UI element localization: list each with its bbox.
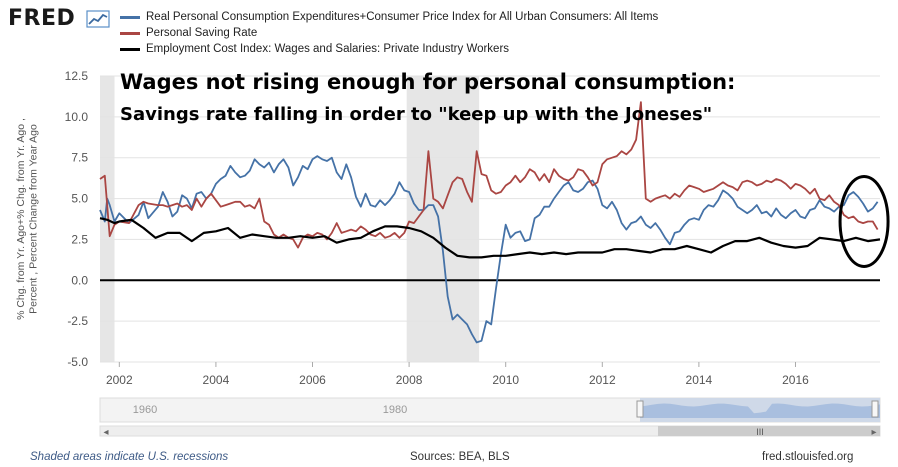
x-tick-label: 2006: [299, 373, 326, 387]
x-tick-label: 2016: [782, 373, 809, 387]
annotation-subline: Savings rate falling in order to "keep u…: [120, 104, 713, 125]
series-wages-line: [99, 217, 881, 259]
y-tick-label: 0.0: [71, 273, 88, 287]
scroll-left-arrow[interactable]: ◂: [103, 427, 108, 438]
y-tick-label: 10.0: [65, 110, 89, 124]
fred-logo: FRED: [8, 6, 76, 31]
legend-swatch: [120, 47, 140, 51]
scrollbar-thumb[interactable]: [658, 426, 880, 436]
x-tick-label: 2002: [106, 373, 133, 387]
annotation-ellipse: [838, 174, 890, 268]
legend-swatch: [120, 15, 140, 19]
navigator-right-handle[interactable]: [871, 400, 879, 418]
x-tick-label: 2004: [203, 373, 230, 387]
y-tick-label: 12.5: [65, 69, 89, 83]
sources-text: Sources: BEA, BLS: [410, 451, 510, 463]
x-tick-label: 2012: [589, 373, 616, 387]
x-tick-label: 2008: [396, 373, 423, 387]
legend-item-consumption[interactable]: Real Personal Consumption Expenditures+C…: [120, 9, 658, 25]
scrollbar-grip: III: [756, 427, 764, 437]
annotation-headline: Wages not rising enough for personal con…: [120, 70, 736, 94]
x-tick-label: 2010: [492, 373, 519, 387]
chart-legend: Real Personal Consumption Expenditures+C…: [120, 9, 658, 57]
y-tick-label: -5.0: [67, 355, 88, 369]
y-tick-label: 5.0: [71, 192, 88, 206]
navigator-series-area: [640, 403, 880, 418]
navigator-left-handle[interactable]: [636, 400, 644, 418]
series-saving-rate-line: [99, 101, 879, 249]
y-axis-label: % Chg. from Yr. Ago+% Chg. from Yr. Ago …: [15, 118, 40, 320]
recession-note: Shaded areas indicate U.S. recessions: [30, 451, 229, 463]
legend-swatch: [120, 31, 140, 35]
y-tick-label: 7.5: [71, 151, 88, 165]
site-link[interactable]: fred.stlouisfed.org: [762, 451, 854, 463]
navigator-tick-label: 1980: [383, 404, 407, 416]
navigator-tick-label: 1960: [133, 404, 157, 416]
recession-band: [406, 76, 480, 362]
legend-label: Employment Cost Index: Wages and Salarie…: [146, 43, 510, 55]
y-tick-label: 2.5: [71, 232, 88, 246]
legend-item-saving-rate[interactable]: Personal Saving Rate: [120, 25, 658, 41]
legend-label: Personal Saving Rate: [146, 27, 258, 39]
line-chart-icon: [86, 10, 110, 28]
scroll-right-arrow[interactable]: ▸: [871, 427, 876, 438]
y-tick-label: -2.5: [67, 314, 88, 328]
line-chart: -5.0 -2.5 0.0 2.5 5.0 7.5 10.0 12.5 2002 2004 2006…: [15, 69, 890, 438]
x-tick-label: 2014: [686, 373, 713, 387]
legend-label: Real Personal Consumption Expenditures+C…: [146, 11, 659, 23]
legend-item-wages[interactable]: Employment Cost Index: Wages and Salarie…: [120, 41, 658, 57]
series-consumption-line: [99, 155, 879, 344]
